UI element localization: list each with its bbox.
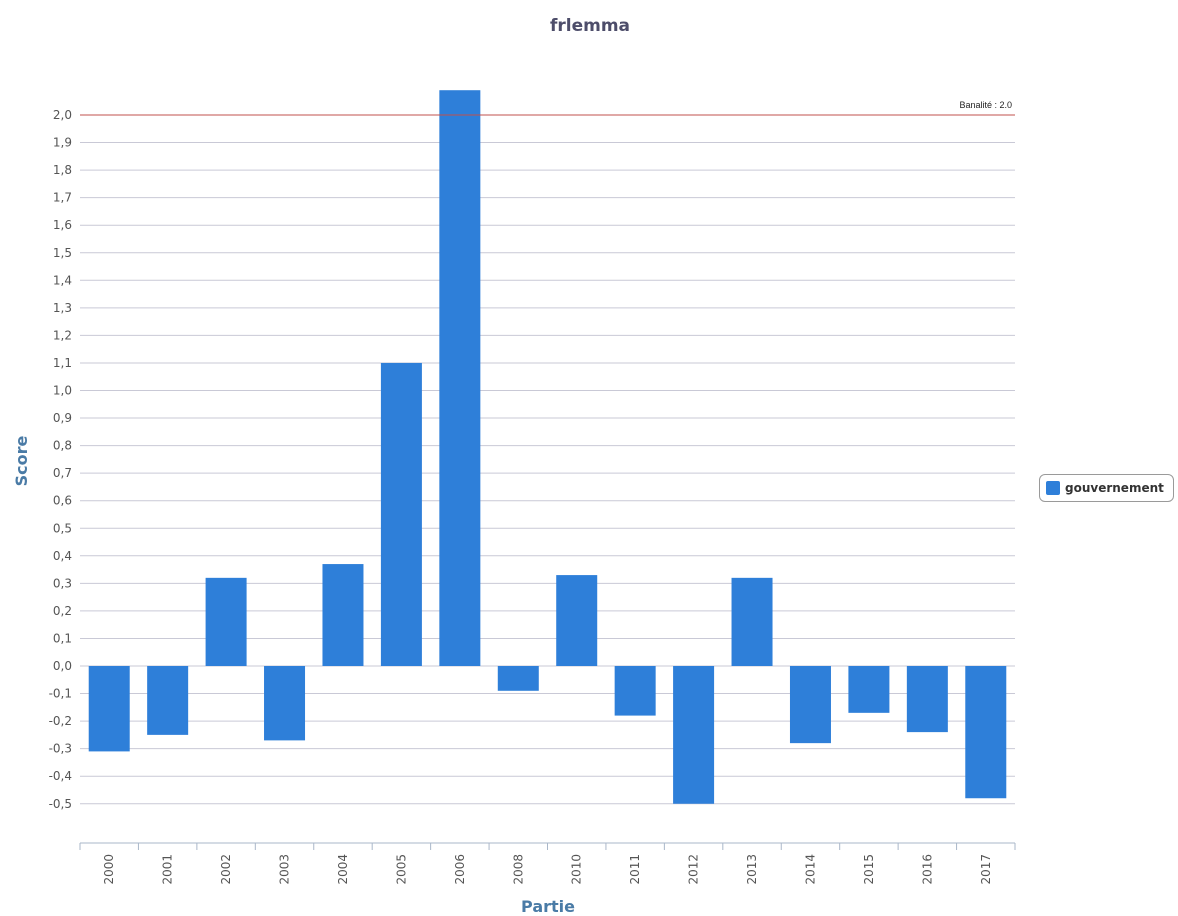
bar-2004[interactable]: [322, 564, 364, 666]
y-tick-label: 0,8: [53, 439, 72, 453]
bar-2011[interactable]: [614, 666, 656, 716]
y-tick-label: 0,3: [53, 576, 72, 590]
bar-2002[interactable]: [205, 577, 247, 666]
y-tick-label: 0,9: [53, 411, 72, 425]
y-tick-label: 2,0: [53, 108, 72, 122]
x-tick-label: 2005: [394, 854, 408, 885]
reference-line-label: Banalité : 2.0: [959, 100, 1012, 110]
x-tick-label: 2012: [687, 854, 701, 885]
y-tick-label: 0,1: [53, 631, 72, 645]
bar-2012[interactable]: [673, 666, 715, 804]
bar-2000[interactable]: [88, 666, 130, 752]
x-tick-label: 2017: [979, 854, 993, 885]
y-tick-label: -0,3: [49, 742, 72, 756]
x-tick-label: 2014: [803, 854, 817, 885]
y-tick-label: 0,6: [53, 494, 72, 508]
y-tick-label: 1,7: [53, 191, 72, 205]
y-axis-ticks: -0,5 -0,4 -0,3 -0,2 -0,1 0,0 0,1 0,2 0,3 0,4 0,5 0,…: [49, 108, 72, 811]
bar-2006[interactable]: [439, 90, 481, 666]
x-tick-label: 2013: [745, 854, 759, 885]
bar-2017[interactable]: [965, 666, 1007, 799]
x-tick-label: 2011: [628, 854, 642, 885]
y-tick-label: 1,4: [53, 273, 72, 287]
bar-2008[interactable]: [497, 666, 539, 691]
y-tick-label: -0,4: [49, 769, 72, 783]
bar-2016[interactable]: [906, 666, 948, 733]
legend[interactable]: gouvernement: [1039, 474, 1174, 502]
y-tick-label: 1,8: [53, 163, 72, 177]
y-tick-label: 1,1: [53, 356, 72, 370]
x-tick-label: 2004: [336, 854, 350, 885]
x-tick-label: 2001: [161, 854, 175, 885]
bars: [88, 90, 1007, 804]
x-tick-label: 2015: [862, 854, 876, 885]
x-tick-label: 2006: [453, 854, 467, 885]
y-tick-label: 1,2: [53, 328, 72, 342]
bar-2014[interactable]: [789, 666, 831, 744]
chart-title: frlemma: [550, 16, 630, 36]
bar-2001[interactable]: [147, 666, 189, 735]
y-tick-label: -0,5: [49, 797, 72, 811]
bar-2003[interactable]: [264, 666, 306, 741]
bar-2013[interactable]: [731, 577, 773, 666]
reference-line-group: Banalité : 2.0: [80, 100, 1015, 116]
x-tick-label: 2000: [102, 854, 116, 885]
y-tick-label: 1,9: [53, 136, 72, 150]
y-tick-label: -0,1: [49, 687, 72, 701]
y-tick-label: 1,3: [53, 301, 72, 315]
y-tick-label: 0,7: [53, 466, 72, 480]
bar-2005[interactable]: [380, 362, 422, 666]
x-axis: 2000 2001 2002 2003 2004 2005 2006 2008 2010 2011…: [79, 842, 1016, 885]
y-tick-label: 0,2: [53, 604, 72, 618]
y-tick-label: 0,0: [53, 659, 72, 673]
x-axis-title: Partie: [521, 897, 575, 916]
y-tick-label: 1,6: [53, 218, 72, 232]
y-tick-label: 1,5: [53, 246, 72, 260]
y-tick-label: 1,0: [53, 384, 72, 398]
legend-label-gouvernement: gouvernement: [1065, 481, 1164, 495]
bar-2010[interactable]: [556, 575, 598, 666]
x-tick-label: 2002: [219, 854, 233, 885]
bar-2015[interactable]: [848, 666, 890, 713]
x-tick-label: 2003: [278, 854, 292, 885]
x-tick-label: 2016: [920, 854, 934, 885]
y-tick-label: -0,2: [49, 714, 72, 728]
y-tick-label: 0,4: [53, 549, 72, 563]
legend-swatch: [1046, 481, 1060, 495]
y-axis-title: Score: [12, 435, 31, 486]
x-tick-label: 2008: [511, 854, 525, 885]
x-tick-label: 2010: [570, 854, 584, 885]
y-tick-label: 0,5: [53, 521, 72, 535]
